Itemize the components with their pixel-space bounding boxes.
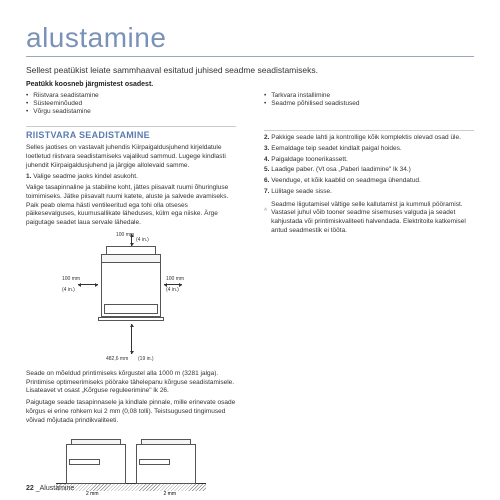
bullet-item: Seadme põhilised seadistused — [264, 100, 474, 107]
step-text: Eemaldage teip seadet kindlalt paigal ho… — [271, 145, 401, 152]
bullet-item: Süsteeminõuded — [26, 100, 236, 107]
footer-page: 22 — [26, 485, 34, 492]
warning-text: Seadme liigutamisel vältige selle kallut… — [271, 201, 474, 236]
step-1: 1. Valige seadme jaoks kindel asukoht. — [26, 173, 236, 182]
warning-triangle-icon — [264, 201, 267, 211]
step-6: 6. Veenduge, et kõik kaablid on seadmega… — [264, 177, 474, 186]
gap-right: 2 mm — [164, 491, 177, 497]
level-text: Paigutage seade tasapinnasele ja kindlal… — [26, 399, 236, 425]
subtitle: Sellest peatükist leiate sammhaaval esit… — [26, 65, 474, 75]
right-column: 2. Pakkige seade lahti ja kontrollige kõ… — [264, 116, 474, 499]
step-text: Laadige paber. (Vt osa „Paberi laadimine… — [271, 166, 411, 173]
step-1-text: Valige seadme jaoks kindel asukoht. — [33, 173, 138, 180]
dim-front-in: (19 in.) — [138, 356, 154, 362]
blue-heading: RIISTVARA SEADISTAMINE — [26, 126, 236, 140]
footer: 22 _Alustamine — [26, 485, 74, 492]
main-columns: RIISTVARA SEADISTAMINE Selles jaotises o… — [26, 116, 474, 499]
dim-left-in: (4 in.) — [62, 287, 75, 293]
bullet-item: Riistvara seadistamine — [26, 92, 236, 99]
altitude-text: Seade on mõeldud printimiseks kõrgustel … — [26, 370, 236, 396]
diagram-clearance: 100 mm (4 in.) 100 mm (4 in.) 100 mm (4 … — [26, 234, 236, 364]
step-text: Lülitage seade sisse. — [271, 188, 332, 195]
page-title: alustamine — [26, 22, 474, 57]
step-4: 4. Paigaldage toonerikassett. — [264, 156, 474, 165]
bullet-item: Tarkvara installimine — [264, 92, 474, 99]
warning-block: Seadme liigutamisel vältige selle kallut… — [264, 201, 474, 236]
bullets-right: Tarkvara installimine Seadme põhilised s… — [264, 92, 474, 107]
dim-left: 100 mm — [62, 276, 80, 282]
section-heading: Peatükk koosneb järgmistest osadest. — [26, 81, 474, 88]
step-text: Veenduge, et kõik kaablid on seadmega üh… — [271, 177, 421, 184]
intro-text: Selles jaotises on vastavalt juhendis Ki… — [26, 144, 236, 170]
step-text: Pakkige seade lahti ja kontrollige kõik … — [271, 134, 461, 141]
footer-label: _Alustamine — [36, 485, 75, 492]
dim-top: 100 mm — [116, 232, 134, 238]
bullets-row: Riistvara seadistamine Süsteeminõuded Võ… — [26, 92, 474, 116]
dim-right-in: (4 in.) — [166, 287, 179, 293]
step-3: 3. Eemaldage teip seadet kindlalt paigal… — [264, 145, 474, 154]
bullets-left: Riistvara seadistamine Süsteeminõuded Võ… — [26, 92, 236, 115]
step-1-detail: Valige tasapinnaline ja stabiilne koht, … — [26, 184, 236, 228]
step-5: 5. Laadige paber. (Vt osa „Paberi laadim… — [264, 166, 474, 175]
step-2: 2. Pakkige seade lahti ja kontrollige kõ… — [264, 134, 474, 143]
dim-top-in: (4 in.) — [136, 237, 149, 243]
step-text: Paigaldage toonerikassett. — [271, 156, 348, 163]
dim-right: 100 mm — [166, 276, 184, 282]
gap-left: 2 mm — [86, 491, 99, 497]
step-7: 7. Lülitage seade sisse. — [264, 188, 474, 197]
bullet-item: Võrgu seadistamine — [26, 108, 236, 115]
left-column: RIISTVARA SEADISTAMINE Selles jaotises o… — [26, 116, 236, 499]
dim-front: 482,6 mm — [106, 356, 128, 362]
